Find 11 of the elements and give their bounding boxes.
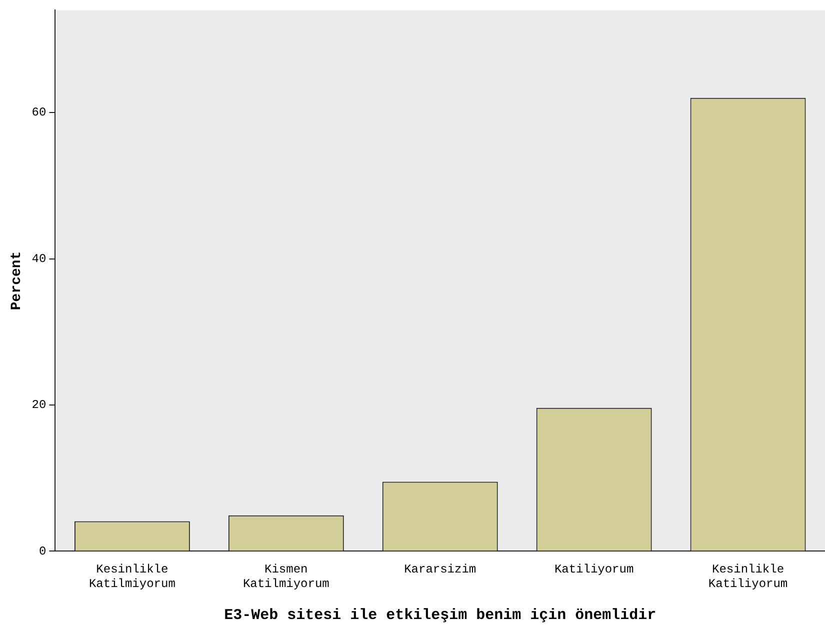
x-tick-label: Kesinlikle Katiliyorum: [708, 562, 788, 591]
y-tick-label: 20: [32, 398, 46, 412]
x-axis-title: E3-Web sitesi ile etkileşim benim için önemlidir: [224, 606, 656, 624]
x-tick-label: Kesinlikle Katilmiyorum: [88, 562, 176, 591]
y-tick-label: 40: [32, 252, 46, 266]
x-tick-label: Katiliyorum: [554, 562, 634, 577]
x-tick-label: Kararsizim: [404, 562, 476, 577]
y-axis-title: Percent: [8, 251, 25, 310]
x-tick-label: Kismen Katilmiyorum: [242, 562, 330, 591]
y-tick-label: 0: [39, 544, 46, 558]
y-tick-label: 60: [32, 106, 46, 120]
